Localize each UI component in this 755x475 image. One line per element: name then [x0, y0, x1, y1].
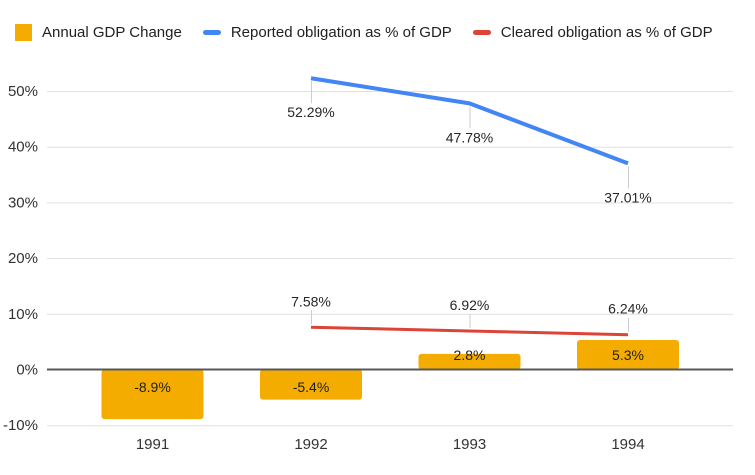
bar-value-label: 2.8%: [454, 347, 486, 363]
legend-label: Annual GDP Change: [42, 23, 182, 41]
y-axis-label: 30%: [8, 194, 38, 211]
legend-item-cleared-obligation[interactable]: Cleared obligation as % of GDP: [472, 23, 713, 41]
x-axis-label: 1994: [611, 436, 644, 453]
legend-item-reported-obligation[interactable]: Reported obligation as % of GDP: [202, 23, 452, 41]
line-value-label: 7.58%: [291, 293, 331, 309]
x-axis-label: 1993: [453, 436, 486, 453]
legend-label: Cleared obligation as % of GDP: [500, 23, 713, 41]
bar-value-label: 5.3%: [612, 347, 644, 363]
x-axis-label: 1991: [136, 436, 169, 453]
line-value-label: 6.24%: [608, 301, 648, 317]
bar-value-label: -8.9%: [134, 379, 171, 395]
line-series-cleared[interactable]: [310, 325, 629, 337]
y-axis-label: 0%: [16, 362, 38, 379]
line-value-label: 47.78%: [446, 129, 493, 145]
bar-1991[interactable]: [101, 369, 204, 420]
bar-1992[interactable]: [260, 369, 362, 400]
x-axis-label: 1992: [294, 436, 327, 453]
legend-label: Reported obligation as % of GDP: [230, 23, 452, 41]
line-value-label: 52.29%: [287, 104, 334, 120]
y-axis-label: 10%: [8, 306, 38, 323]
legend-item-annual-gdp-change[interactable]: Annual GDP Change: [15, 23, 182, 41]
chart-legend: Annual GDP Change Reported obligation as…: [15, 16, 713, 48]
bar-1994[interactable]: [577, 339, 679, 370]
line-value-label: 6.92%: [450, 297, 490, 313]
y-axis-label: 20%: [8, 250, 38, 267]
bar-value-label: -5.4%: [293, 379, 330, 395]
y-axis-label: 40%: [8, 139, 38, 156]
line-series-swatch-icon: [472, 29, 491, 35]
bar-series-swatch-icon: [15, 23, 32, 41]
line-series-swatch-icon: [202, 29, 221, 35]
bar-1993[interactable]: [418, 353, 521, 370]
y-axis-label: -10%: [3, 417, 38, 434]
y-axis-label: 50%: [8, 83, 38, 100]
line-series-reported[interactable]: [310, 76, 629, 166]
line-value-label: 37.01%: [604, 189, 651, 205]
